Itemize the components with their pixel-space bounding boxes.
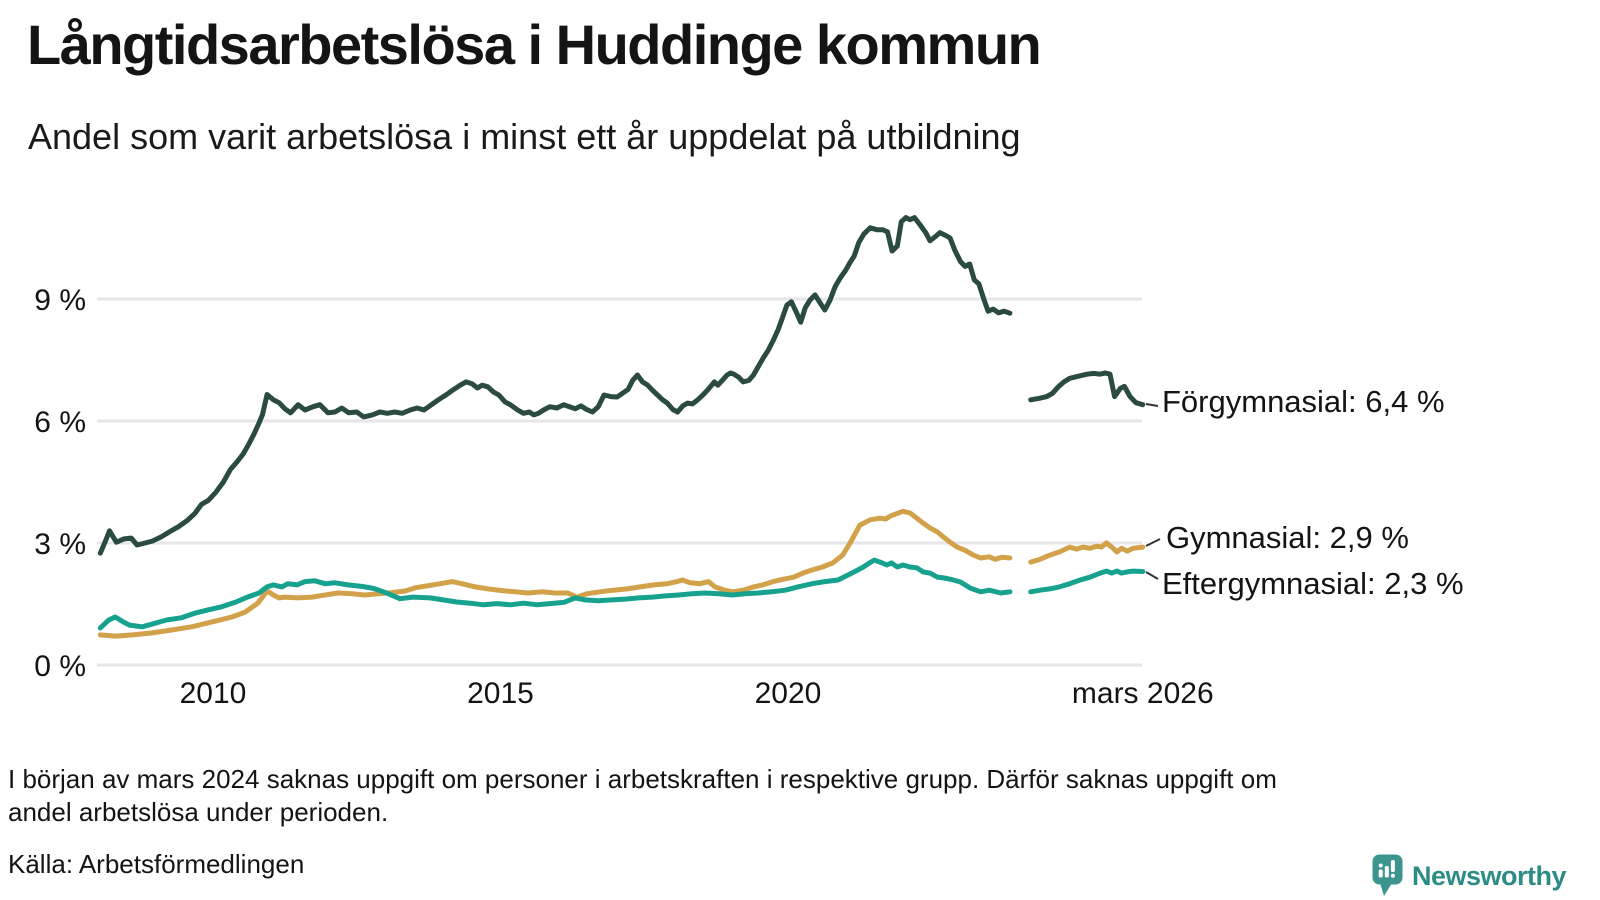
series-line-eftergymnasial [1028,568,1146,595]
newsworthy-logo-icon [1372,854,1403,896]
footnote: I början av mars 2024 saknas uppgift om … [8,763,1277,829]
x-tick-label: 2015 [467,677,534,710]
series-line-förgymnasial [1028,370,1146,408]
x-tick-label: 2020 [755,677,822,710]
footnote-line-2: andel arbetslösa under perioden. [8,797,389,827]
series-label-forgymnasial: Förgymnasial: 6,4 % [1162,384,1445,419]
y-tick-label: 9 % [34,284,86,317]
page-subtitle: Andel som varit arbetslösa i minst ett å… [28,116,1021,157]
newsworthy-logo: Newsworthy [1372,854,1567,898]
label-connector [1145,538,1161,547]
footnote-line-1: I början av mars 2024 saknas uppgift om … [8,764,1277,794]
y-tick-label: 0 % [34,650,86,683]
page-title: Långtidsarbetslösa i Huddinge kommun [27,13,1042,76]
source-line: Källa: Arbetsförmedlingen [8,849,305,879]
y-tick-label: 6 % [34,406,86,439]
x-tick-label: mars 2026 [1072,677,1214,710]
x-tick-label: 2010 [180,677,247,710]
label-connector [1145,403,1159,407]
newsworthy-logo-text: Newsworthy [1412,860,1567,891]
series-label-eftergymnasial: Eftergymnasial: 2,3 % [1162,566,1464,601]
series-line-gymnasial [97,508,1013,639]
series-label-gymnasial: Gymnasial: 2,9 % [1166,520,1409,555]
line-chart-canvas: 0 % 3 % 6 % 9 % 2010 2015 2020 mars 2026 [34,215,1214,710]
label-connector [1145,571,1159,580]
series-line-gymnasial [1028,540,1146,565]
series-line-eftergymnasial [97,557,1013,631]
y-tick-label: 3 % [34,528,86,561]
series-line-förgymnasial [97,215,1013,556]
